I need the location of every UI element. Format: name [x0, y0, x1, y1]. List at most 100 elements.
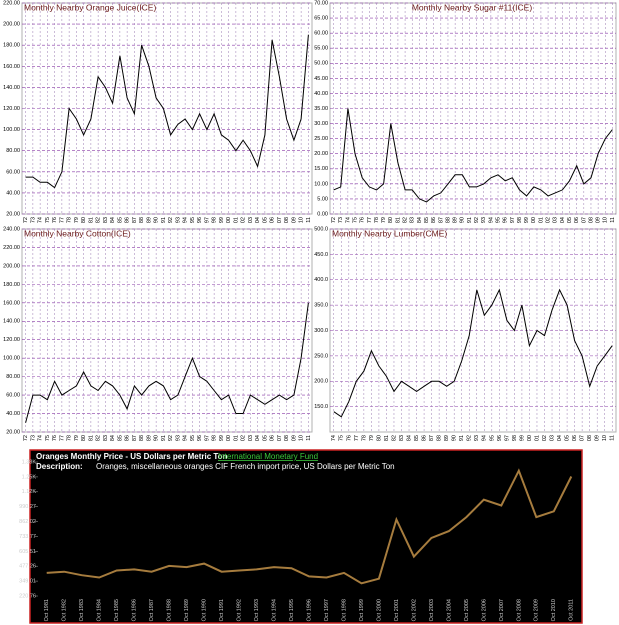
x-tick-label: Oct 1999: [359, 599, 365, 621]
chart-title: Monthly Nearby Sugar #11(ICE): [412, 2, 532, 12]
x-tick-label: 05: [262, 217, 268, 223]
x-tick-label: Oct 2010: [551, 599, 557, 621]
x-tick-label: 87: [132, 435, 138, 441]
x-tick-label: 92: [474, 217, 480, 223]
x-tick-label: Oct 2004: [446, 599, 452, 621]
x-tick-label: 72: [23, 217, 29, 223]
x-tick-label: 09: [291, 217, 297, 223]
y-tick-label: 400.0: [314, 277, 328, 283]
plot-bg: [21, 228, 313, 433]
y-tick-label: 20.00: [6, 211, 20, 217]
x-tick-label: Oct 1996: [306, 599, 312, 621]
y-tick-label: 180.00: [3, 43, 20, 49]
x-tick-label: Oct 2005: [464, 599, 470, 621]
x-tick-label: 98: [212, 435, 218, 441]
x-tick-label: 97: [204, 435, 210, 441]
x-tick-label: 04: [255, 435, 261, 441]
x-tick-label: 05: [565, 435, 571, 441]
x-tick-label: 08: [284, 435, 290, 441]
y-tick-label: 70.00: [314, 0, 328, 6]
x-tick-label: 82: [96, 435, 102, 441]
x-tick-label: 99: [219, 435, 225, 441]
x-tick-label: 95: [190, 435, 196, 441]
x-tick-label: 03: [553, 217, 559, 223]
x-tick-label: 77: [354, 435, 360, 441]
x-tick-label: 81: [395, 217, 401, 223]
y-tick-label: 65.00: [314, 16, 328, 22]
x-tick-label: Oct 1997: [324, 599, 330, 621]
x-tick-label: 00: [527, 435, 533, 441]
x-tick-label: Oct 2000: [376, 599, 382, 621]
x-tick-label: 73: [338, 217, 344, 223]
x-tick-label: 84: [417, 217, 423, 223]
x-tick-label: 94: [183, 435, 189, 441]
x-tick-label: Oct 2002: [411, 599, 417, 621]
description-label: Description:: [36, 462, 83, 471]
x-tick-label: 82: [391, 435, 397, 441]
y-tick-label: 160.00: [3, 300, 20, 306]
panel-bg: [29, 449, 583, 624]
x-tick-label: 11: [306, 435, 312, 441]
x-tick-label: 93: [175, 435, 181, 441]
y-tick-label: 605.51: [19, 549, 36, 555]
x-tick-label: 99: [219, 217, 225, 223]
data-line: [46, 468, 573, 585]
x-tick-label: 80: [81, 217, 87, 223]
x-tick-label: 74: [331, 435, 337, 441]
x-tick-label: 91: [459, 435, 465, 441]
x-tick-label: 87: [132, 217, 138, 223]
x-tick-label: 00: [226, 435, 232, 441]
x-tick-label: 84: [110, 217, 116, 223]
x-tick-label: 92: [168, 217, 174, 223]
x-tick-label: Oct 1988: [167, 599, 173, 621]
chart-title: Oranges Monthly Price - US Dollars per M…: [36, 452, 228, 461]
x-tick-label: 89: [453, 217, 459, 223]
y-tick-label: 220.00: [3, 245, 20, 251]
x-tick-label: Oct 2011: [569, 599, 575, 621]
x-tick-label: 08: [587, 435, 593, 441]
x-tick-label: 07: [277, 217, 283, 223]
x-tick-label: 79: [381, 217, 387, 223]
y-tick-label: 120.00: [3, 106, 20, 112]
x-tick-label: 96: [497, 435, 503, 441]
x-tick-label: 75: [339, 435, 345, 441]
x-tick-label: 78: [67, 435, 73, 441]
x-tick-label: 76: [346, 435, 352, 441]
x-tick-label: 06: [572, 435, 578, 441]
x-tick-label: 07: [581, 217, 587, 223]
x-tick-label: 10: [299, 217, 305, 223]
x-tick-label: 95: [495, 217, 501, 223]
y-tick-label: 200.00: [3, 22, 20, 28]
x-tick-label: Oct 1989: [184, 599, 190, 621]
x-tick-label: 85: [117, 217, 123, 223]
x-tick-label: 88: [445, 217, 451, 223]
data-line: [25, 302, 309, 423]
x-tick-label: 82: [403, 217, 409, 223]
x-tick-label: 80: [376, 435, 382, 441]
x-tick-label: 94: [482, 435, 488, 441]
x-tick-label: 02: [542, 435, 548, 441]
x-tick-label: 79: [74, 435, 80, 441]
x-tick-label: 81: [384, 435, 390, 441]
y-tick-label: 500.0: [314, 226, 328, 232]
y-tick-label: 50.00: [314, 61, 328, 67]
source-link[interactable]: International Monetary Fund: [218, 452, 318, 461]
x-tick-label: 90: [154, 435, 160, 441]
x-tick-label: 05: [567, 217, 573, 223]
x-tick-label: 89: [146, 435, 152, 441]
x-tick-label: 86: [125, 435, 131, 441]
x-tick-label: Oct 1991: [219, 599, 225, 621]
x-tick-label: Oct 2003: [429, 599, 435, 621]
data-line: [333, 288, 613, 418]
y-tick-label: 140.00: [3, 319, 20, 325]
x-tick-label: 95: [190, 217, 196, 223]
x-tick-label: 76: [52, 435, 58, 441]
y-tick-label: 40.00: [314, 91, 328, 97]
x-tick-label: 93: [175, 217, 181, 223]
y-tick-label: 60.00: [6, 393, 20, 399]
x-tick-label: 72: [23, 435, 29, 441]
x-tick-label: 87: [429, 435, 435, 441]
x-tick-label: 73: [30, 435, 36, 441]
x-tick-label: Oct 2006: [481, 599, 487, 621]
x-tick-label: 76: [360, 217, 366, 223]
